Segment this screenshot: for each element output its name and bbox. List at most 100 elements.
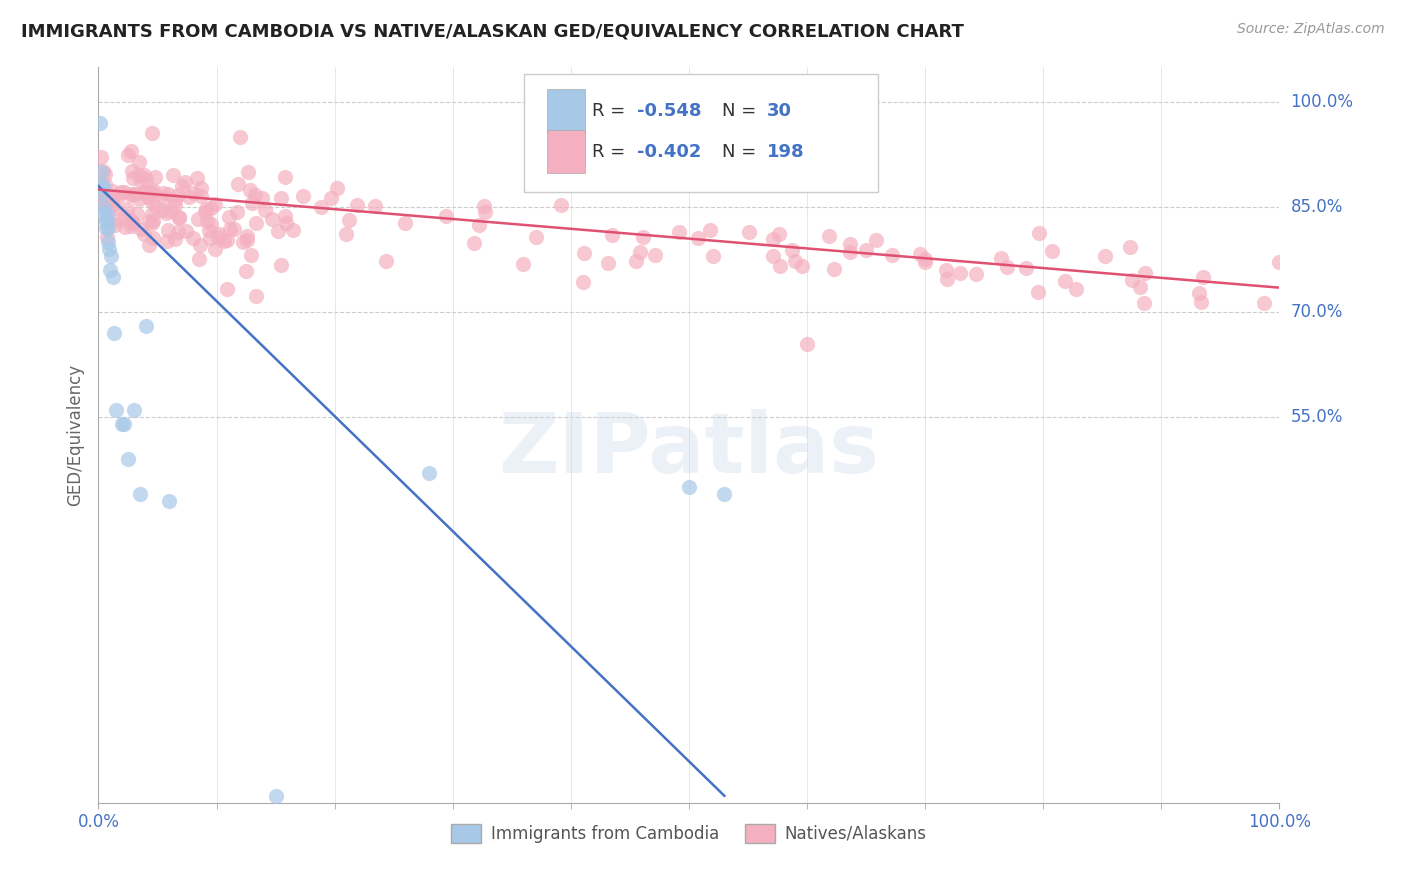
Point: [839, 236, 862, 251]
Point: [101, 201, 124, 215]
Point: [463, 236, 485, 251]
Point: [224, 222, 246, 236]
Point: [128, 154, 150, 169]
Point: [818, 228, 841, 243]
Point: [236, 228, 259, 243]
Point: [91, 179, 114, 194]
Point: [138, 190, 160, 204]
Point: [145, 200, 167, 214]
Point: [132, 186, 155, 200]
Point: [112, 185, 135, 199]
Point: [600, 227, 623, 242]
Point: [114, 209, 136, 223]
Point: [914, 255, 936, 269]
Point: [245, 187, 267, 202]
Point: [785, 253, 807, 268]
Point: [274, 169, 297, 184]
Point: [325, 181, 347, 195]
Point: [1118, 240, 1140, 254]
Point: [678, 480, 700, 494]
Point: [198, 223, 221, 237]
Point: [434, 210, 457, 224]
Point: [274, 209, 297, 223]
Point: [111, 417, 134, 432]
Point: [165, 232, 187, 246]
Point: [98, 242, 121, 256]
Point: [156, 223, 179, 237]
Point: [174, 175, 197, 189]
Point: [143, 169, 166, 184]
Point: [1054, 273, 1077, 287]
Point: [142, 182, 165, 196]
Point: [142, 231, 165, 245]
Point: [1040, 244, 1063, 258]
Point: [190, 181, 212, 195]
Text: 100.0%: 100.0%: [1291, 93, 1354, 111]
Point: [1253, 295, 1275, 310]
Point: [97, 195, 120, 210]
Point: [91, 179, 114, 194]
Point: [135, 171, 157, 186]
Point: [120, 213, 142, 227]
Point: [134, 169, 156, 183]
Point: [792, 260, 814, 274]
Point: [117, 148, 139, 162]
Point: [129, 221, 152, 235]
Point: [96, 214, 118, 228]
Point: [839, 245, 862, 260]
Point: [215, 233, 238, 247]
Point: [194, 202, 217, 216]
Point: [472, 199, 495, 213]
Point: [737, 225, 759, 239]
Point: [914, 252, 936, 266]
Point: [228, 177, 250, 191]
Point: [101, 190, 124, 204]
Point: [512, 257, 534, 271]
Point: [882, 248, 904, 262]
Point: [167, 225, 190, 239]
Point: [232, 235, 254, 249]
Point: [226, 204, 249, 219]
Point: [1191, 269, 1213, 284]
Point: [702, 140, 724, 154]
Point: [110, 185, 132, 199]
Point: [190, 189, 212, 203]
Point: [141, 185, 163, 199]
Point: [93, 188, 115, 202]
Point: [91, 163, 114, 178]
Point: [291, 189, 314, 203]
Point: [107, 190, 129, 204]
Point: [823, 261, 845, 276]
Text: -0.548: -0.548: [637, 102, 702, 120]
Point: [94, 167, 117, 181]
Point: [990, 252, 1012, 266]
Point: [628, 245, 651, 260]
Text: 85.0%: 85.0%: [1291, 198, 1343, 216]
Point: [1268, 255, 1291, 269]
Point: [96, 229, 118, 244]
Point: [91, 186, 114, 200]
Text: 30: 30: [766, 102, 792, 120]
Text: N =: N =: [723, 143, 762, 161]
Point: [138, 214, 160, 228]
Point: [152, 186, 174, 200]
Point: [245, 288, 267, 302]
Point: [796, 336, 818, 351]
Point: [254, 203, 277, 218]
Point: [418, 467, 440, 481]
Point: [239, 183, 262, 197]
Point: [120, 188, 142, 202]
Point: [270, 258, 292, 272]
Point: [132, 227, 155, 241]
Point: [346, 197, 368, 211]
Point: [229, 130, 252, 145]
Point: [1028, 285, 1050, 299]
Point: [240, 195, 263, 210]
Point: [128, 487, 150, 501]
Point: [135, 319, 157, 334]
Point: [120, 144, 142, 158]
Point: [264, 789, 287, 803]
Point: [94, 193, 117, 207]
Point: [217, 282, 239, 296]
Point: [139, 187, 162, 202]
